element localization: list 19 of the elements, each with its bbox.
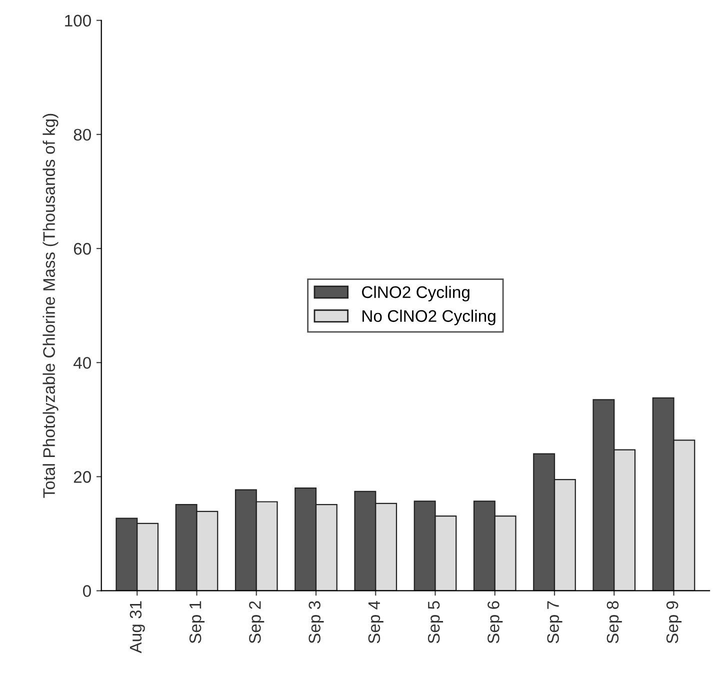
- x-tick-label: Sep 3: [308, 601, 324, 644]
- x-tick-label: Sep 9: [666, 601, 682, 644]
- x-tick-label: Sep 5: [428, 601, 444, 644]
- x-tick-label: Sep 2: [249, 601, 264, 644]
- y-tick-label: 80: [74, 128, 91, 141]
- y-tick-label: 40: [73, 356, 91, 369]
- x-tick-label: Sep 8: [606, 601, 622, 644]
- x-tick-label: Sep 1: [189, 601, 205, 644]
- y-tick-label: 60: [74, 242, 91, 255]
- y-tick-label: 20: [74, 471, 91, 483]
- legend-label: No ClNO2 Cycling: [362, 310, 496, 326]
- y-axis-title: Total Photolyzable Chlorine Mass (Thousands of kg): [42, 114, 58, 498]
- legend-label: ClNO2 Cycling: [362, 286, 470, 302]
- y-tick-label: 100: [65, 14, 91, 27]
- x-tick-label: Aug 31: [130, 601, 145, 654]
- y-tick-label: 0: [83, 585, 91, 597]
- x-tick-label: Sep 7: [547, 601, 562, 644]
- x-tick-label: Sep 6: [488, 601, 503, 644]
- x-tick-label: Sep 4: [368, 600, 384, 644]
